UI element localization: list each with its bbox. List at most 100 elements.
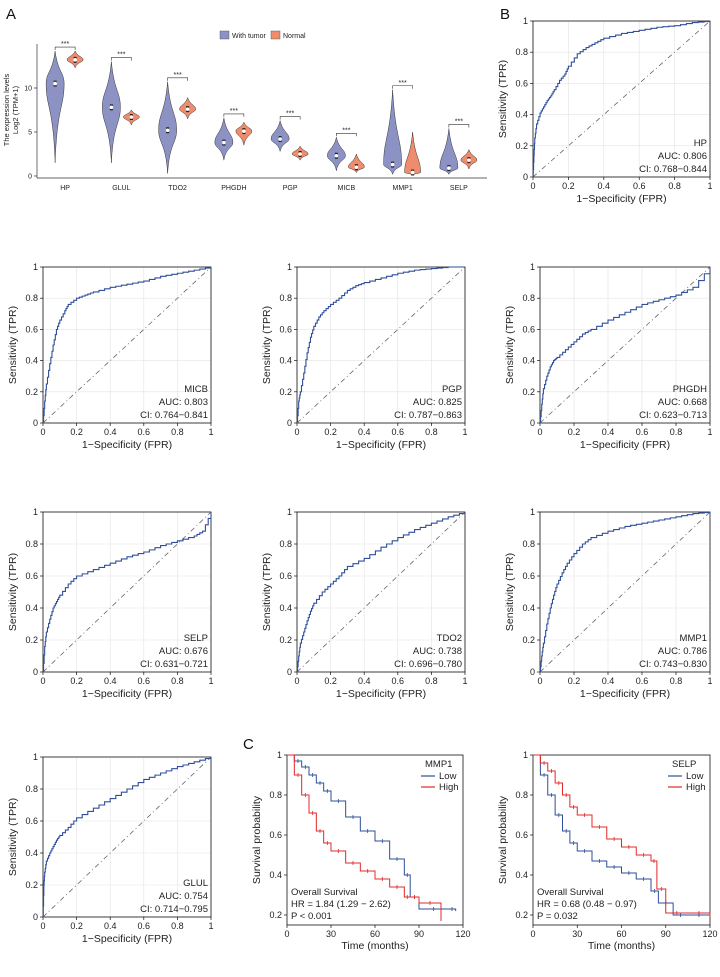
violin-shape [348, 153, 365, 174]
roc-curve [540, 511, 711, 673]
roc-diagonal [296, 266, 466, 424]
violin-median-dot [278, 137, 282, 141]
km-censor-mark [612, 837, 617, 841]
km-censor-mark [303, 793, 308, 797]
roc-y-tick-label: 0.2 [522, 387, 535, 397]
km-censor-mark [674, 911, 679, 915]
roc-y-tick-label: 1 [33, 507, 38, 517]
roc-y-tick-label: 0.4 [25, 848, 38, 858]
roc-y-tick-label: 0.2 [522, 635, 535, 645]
km-censor-mark [405, 895, 410, 899]
km-x-tick-label: 60 [370, 929, 380, 939]
km-censor-mark [626, 871, 631, 875]
km-censor-mark [365, 869, 370, 873]
km-x-tick-label: 120 [455, 929, 470, 939]
violin-median-dot [222, 140, 226, 145]
roc-x-tick-label: 0.4 [104, 921, 117, 931]
roc-x-tick-label: 0.2 [70, 921, 83, 931]
km-x-label: Time (months) [588, 940, 655, 952]
roc-y-tick-label: 0.6 [279, 324, 292, 334]
km-x-label: Time (months) [341, 940, 408, 952]
significance-bracket [223, 113, 245, 117]
roc-chart-phgdh: 00 0.2 0.2 0.4 0.4 0.6 0.6 0.8 0.8 1 1 1−Specificit… [504, 262, 713, 451]
violin-median-dot [242, 129, 246, 133]
violin-shape [102, 61, 121, 163]
violin-category-label: MICB [338, 185, 356, 192]
roc-x-tick-label: 0.6 [138, 921, 151, 931]
roc-x-label: 1−Specificity (FPR) [82, 933, 172, 945]
significance-bracket [392, 85, 413, 89]
km-censor-mark [325, 841, 330, 845]
km-censor-mark [303, 765, 308, 769]
km-x-tick-label: 30 [326, 929, 336, 939]
violin-shape [45, 51, 65, 163]
roc-frame [42, 756, 212, 918]
roc-x-tick-label: 0 [537, 676, 542, 686]
roc-diagonal [539, 511, 711, 673]
violin-shape [270, 120, 290, 152]
km-y-tick-label: 0.2 [515, 910, 528, 920]
roc-ci-label: CI: 0.768−0.844 [639, 164, 707, 175]
km-x-tick-label: 0 [530, 929, 535, 939]
roc-curve [42, 757, 212, 918]
violin-category-label: PGP [283, 185, 298, 192]
roc-x-tick-label: 0.8 [171, 676, 184, 686]
significance-bracket [167, 77, 188, 81]
km-y-tick-label: 0.6 [515, 830, 528, 840]
roc-ci-label: CI: 0.743−0.830 [639, 659, 707, 670]
roc-x-tick-label: 0.6 [633, 181, 646, 191]
significance-bracket [54, 46, 76, 51]
km-y-label: Survival probability [497, 795, 509, 884]
km-censor-mark [556, 813, 561, 817]
roc-curve [297, 512, 466, 673]
km-hr-label: HR = 1.84 (1.29 − 2.62) [291, 899, 391, 910]
roc-y-label: Sensitivity (TPR) [497, 60, 509, 138]
roc-y-tick-label: 1 [287, 262, 292, 272]
km-legend-label: Low [439, 771, 457, 782]
km-censor-mark [405, 873, 410, 877]
roc-chart-tdo2: 00 0.2 0.2 0.4 0.4 0.6 0.6 0.8 0.8 1 1 1−Specificit… [261, 507, 468, 700]
roc-y-tick-label: 1 [33, 262, 38, 272]
roc-ci-label: CI: 0.696−0.780 [394, 659, 462, 670]
roc-auc-label: AUC: 0.806 [658, 151, 707, 162]
roc-y-tick-label: 0.8 [515, 47, 528, 57]
roc-x-tick-label: 0 [537, 427, 542, 437]
roc-gene-label: MMP1 [680, 633, 707, 644]
roc-x-label: 1−Specificity (FPR) [82, 439, 172, 451]
km-censor-mark [365, 829, 370, 833]
km-legend-title: MMP1 [425, 759, 452, 770]
significance-stars: *** [61, 41, 69, 48]
km-censor-mark [564, 829, 569, 833]
km-censor-mark [351, 815, 355, 819]
violin-median-dot [447, 166, 451, 170]
roc-y-tick-label: 0 [287, 667, 292, 677]
roc-x-tick-label: 1 [208, 921, 213, 931]
significance-stars: *** [399, 80, 407, 87]
roc-y-tick-label: 0 [287, 418, 292, 428]
roc-x-tick-label: 0.4 [358, 427, 371, 437]
km-censor-mark [651, 859, 656, 863]
km-chart-selp: 0 30 60 90 120 0.2 0.4 0.6 0.8 1 Time (months) Surv… [497, 750, 718, 952]
km-censor-mark [641, 853, 646, 857]
roc-chart-mmp1: 00 0.2 0.2 0.4 0.4 0.6 0.6 0.8 0.8 1 1 1−Specificit… [504, 507, 713, 700]
roc-x-label: 1−Specificity (FPR) [576, 193, 666, 205]
roc-y-tick-label: 0.8 [279, 539, 292, 549]
roc-x-tick-label: 0.8 [670, 427, 683, 437]
violin-y-tick-label: 0 [28, 174, 32, 181]
km-chart-mmp1: 0 30 60 90 120 0.2 0.4 0.6 0.8 1 Time (months) Surv… [251, 750, 471, 952]
km-censor-mark [582, 813, 587, 817]
roc-y-tick-label: 0.4 [279, 603, 292, 613]
roc-frame [532, 20, 711, 178]
roc-ci-label: CI: 0.787−0.863 [394, 410, 462, 421]
km-censor-mark [542, 761, 547, 765]
roc-x-tick-label: 0.4 [598, 181, 611, 191]
roc-y-label: Sensitivity (TPR) [261, 553, 273, 631]
roc-chart-pgp: 00 0.2 0.2 0.4 0.4 0.6 0.6 0.8 0.8 1 1 1−Specificit… [261, 262, 468, 451]
roc-y-tick-label: 1 [33, 752, 38, 762]
violin-median-dot [165, 128, 170, 133]
roc-y-tick-label: 0.4 [25, 603, 38, 613]
violin-category-label: PHGDH [221, 185, 246, 192]
roc-y-tick-label: 0.4 [522, 603, 535, 613]
roc-gene-label: GLUL [183, 878, 208, 889]
roc-y-tick-label: 0.8 [279, 293, 292, 303]
